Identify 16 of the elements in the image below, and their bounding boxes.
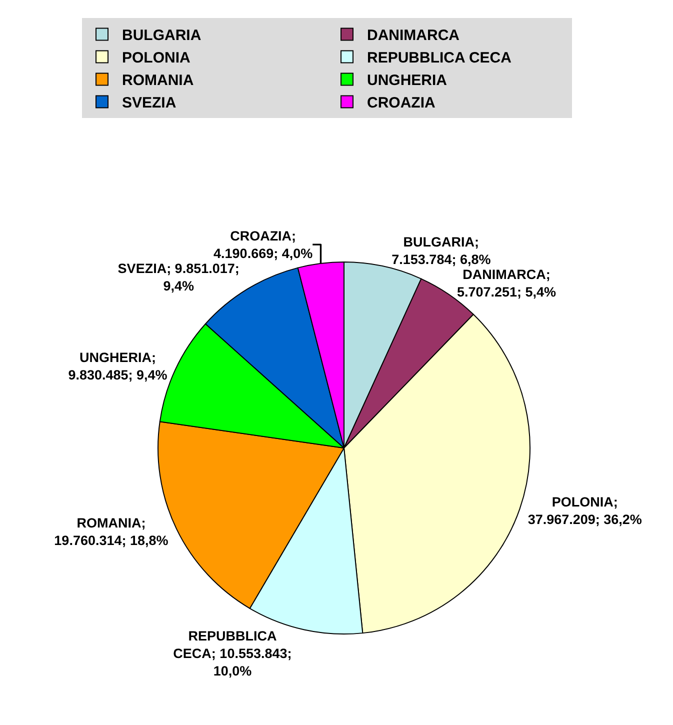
legend-label: ROMANIA [122, 72, 194, 90]
legend-label: SVEZIA [122, 94, 176, 112]
data-label: REPUBBLICA CECA; 10.553.843; 10,0% [173, 628, 292, 679]
data-label: CROAZIA; 4.190.669; 4,0% [214, 228, 313, 261]
data-label: POLONIA; 37.967.209; 36,2% [528, 494, 642, 528]
data-label: ROMANIA; 19.760.314; 18,8% [54, 515, 168, 548]
data-label: BULGARIA; 7.153.784; 6,8% [392, 234, 491, 267]
data-label: DANIMARCA; 5.707.251; 5,4% [456, 266, 556, 300]
legend-label: POLONIA [122, 50, 190, 67]
data-label: SVEZIA; 9.851.017; 9,4% [118, 260, 240, 294]
legend-label: DANIMARCA [367, 27, 460, 44]
legend-label: CROAZIA [367, 94, 436, 112]
legend-label: BULGARIA [122, 27, 202, 44]
legend-label: UNGHERIA [367, 72, 448, 90]
legend-label: REPUBBLICA CECA [367, 50, 512, 67]
data-label: UNGHERIA; 9.830.485; 9,4% [68, 350, 168, 383]
